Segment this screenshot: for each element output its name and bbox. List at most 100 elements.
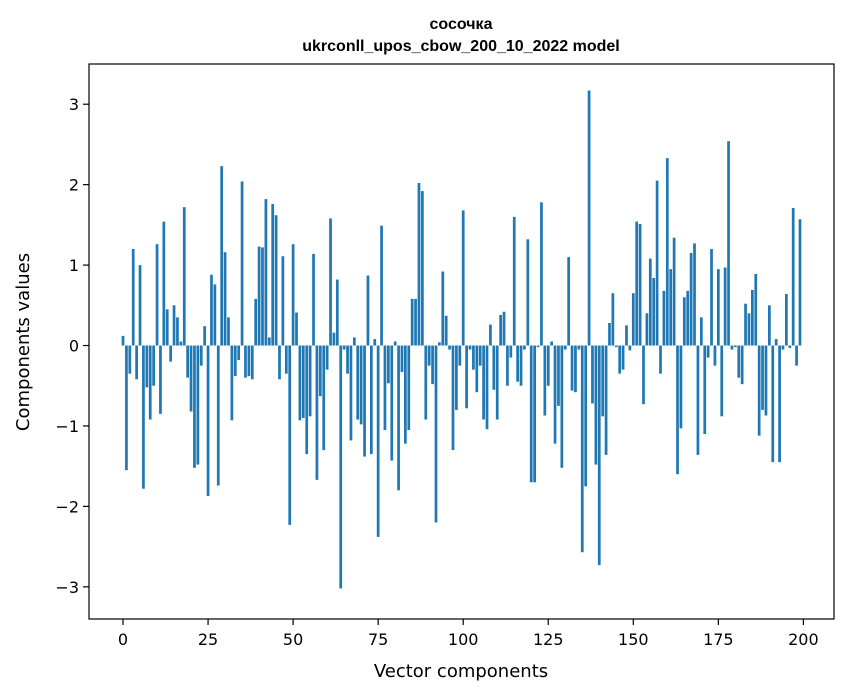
bar-161 xyxy=(669,269,673,346)
bar-9 xyxy=(152,345,155,386)
bar-34 xyxy=(237,345,241,360)
bar-147 xyxy=(621,345,625,370)
bar-80 xyxy=(393,341,397,346)
bar-192 xyxy=(774,339,778,346)
bar-138 xyxy=(591,345,594,404)
bar-10 xyxy=(155,244,159,346)
bar-12 xyxy=(162,221,166,346)
bar-77 xyxy=(383,345,387,430)
bar-62 xyxy=(332,332,336,346)
bar-52 xyxy=(298,345,302,421)
bar-152 xyxy=(638,224,642,346)
bar-5 xyxy=(138,265,142,346)
x-tick-label: 200 xyxy=(788,630,819,649)
bar-61 xyxy=(329,218,332,346)
bar-49 xyxy=(288,345,292,525)
bar-175 xyxy=(716,269,720,346)
x-axis-ticks: 0 25 50 75 100 125 150 175 200 xyxy=(118,619,819,649)
x-tick-label: 50 xyxy=(283,630,303,649)
bar-54 xyxy=(305,345,309,455)
bar-85 xyxy=(410,298,414,346)
bar-143 xyxy=(608,323,611,346)
bar-127 xyxy=(553,345,557,444)
bar-117 xyxy=(519,345,523,386)
bar-151 xyxy=(635,221,639,346)
bar-19 xyxy=(186,345,190,378)
plot-frame xyxy=(88,63,835,620)
bar-47 xyxy=(281,256,285,346)
bar-86 xyxy=(414,298,417,346)
bar-132 xyxy=(570,345,574,391)
bar-91 xyxy=(431,345,434,385)
bar-89 xyxy=(424,345,428,420)
bar-0 xyxy=(121,335,125,346)
bar-24 xyxy=(203,326,207,346)
bar-51 xyxy=(295,312,298,346)
bar-166 xyxy=(686,290,690,346)
bar-112 xyxy=(502,311,506,346)
bar-75 xyxy=(376,345,380,537)
bar-73 xyxy=(369,345,373,455)
bar-72 xyxy=(366,275,370,346)
bar-188 xyxy=(761,345,764,410)
bar-120 xyxy=(529,345,533,483)
bar-95 xyxy=(444,315,448,346)
bar-21 xyxy=(193,345,196,468)
bar-140 xyxy=(597,345,601,566)
bar-189 xyxy=(764,345,768,416)
bar-126 xyxy=(550,341,554,346)
x-tick-label: 0 xyxy=(118,630,128,649)
bar-27 xyxy=(213,284,217,346)
bar-136 xyxy=(584,345,588,487)
bar-119 xyxy=(526,239,530,346)
bar-103 xyxy=(472,345,475,370)
bar-33 xyxy=(233,345,237,377)
y-tick-label: −1 xyxy=(55,417,79,436)
bar-84 xyxy=(407,345,411,430)
bar-26 xyxy=(210,274,213,346)
bar-155 xyxy=(648,258,652,346)
bar-144 xyxy=(611,293,615,346)
bar-22 xyxy=(196,345,200,465)
bar-92 xyxy=(434,345,438,523)
bar-16 xyxy=(176,317,179,346)
bar-177 xyxy=(723,267,727,346)
bar-87 xyxy=(417,183,421,346)
bar-183 xyxy=(744,303,747,346)
bar-102 xyxy=(468,345,472,350)
bar-191 xyxy=(771,345,775,463)
bar-137 xyxy=(587,90,591,346)
bar-63 xyxy=(335,279,339,346)
bar-168 xyxy=(693,243,696,346)
bar-194 xyxy=(781,345,785,350)
bar-156 xyxy=(652,277,656,346)
bar-25 xyxy=(206,345,210,496)
chart-title: сосочка xyxy=(430,16,493,33)
bar-45 xyxy=(274,215,278,346)
bar-7 xyxy=(145,345,149,388)
bar-148 xyxy=(625,325,628,346)
bar-11 xyxy=(159,345,162,414)
bar-41 xyxy=(261,247,264,346)
x-tick-label: 150 xyxy=(618,630,649,649)
bar-37 xyxy=(247,345,251,377)
x-tick-label: 175 xyxy=(703,630,734,649)
bar-67 xyxy=(349,345,353,441)
x-tick-label: 100 xyxy=(448,630,479,649)
chart-subtitle: ukrconll_upos_cbow_200_10_2022 model xyxy=(302,38,619,55)
bar-68 xyxy=(352,337,356,346)
bar-172 xyxy=(706,345,710,358)
bar-199 xyxy=(798,219,802,346)
bar-160 xyxy=(665,158,669,346)
bar-101 xyxy=(465,345,468,409)
bar-149 xyxy=(628,345,632,351)
bar-99 xyxy=(458,345,462,366)
bar-32 xyxy=(230,345,234,421)
bar-23 xyxy=(199,345,203,366)
bar-125 xyxy=(546,345,550,386)
bar-181 xyxy=(737,345,741,378)
bar-50 xyxy=(291,244,295,346)
bar-176 xyxy=(720,345,724,417)
x-tick-label: 75 xyxy=(368,630,388,649)
